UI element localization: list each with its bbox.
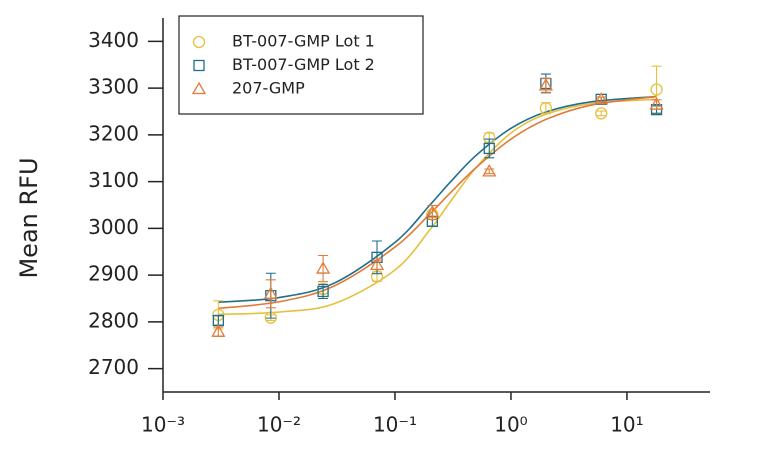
point	[594, 92, 609, 105]
point	[317, 285, 329, 298]
error-bar	[318, 254, 329, 283]
y-tick-label: 2700	[88, 355, 139, 379]
y-tick-label: 3200	[88, 121, 139, 145]
legend-label: BT-007-GMP Lot 1	[232, 32, 375, 51]
y-axis-label: Mean RFU	[15, 157, 43, 278]
legend-box	[178, 15, 424, 115]
point	[315, 261, 331, 274]
point	[425, 205, 440, 218]
x-tick-label: 10⁻¹	[373, 413, 417, 437]
y-tick-label: 3100	[88, 168, 139, 192]
point	[649, 97, 664, 110]
x-tick-label: 10⁻²	[257, 413, 301, 437]
point	[538, 78, 554, 91]
error-bar	[596, 96, 607, 103]
x-tick-label: 10⁰	[494, 413, 527, 437]
y-tick-label: 2900	[88, 262, 139, 286]
point	[483, 142, 495, 155]
point	[263, 286, 278, 299]
point	[539, 102, 553, 115]
fit-curve	[218, 98, 657, 316]
error-bar	[596, 110, 607, 117]
x-tick-label: 10⁻³	[141, 413, 185, 437]
x-tick-label: 10¹	[610, 413, 643, 437]
error-bar	[484, 138, 495, 159]
error-bar	[213, 315, 224, 326]
legend-marker	[193, 59, 205, 72]
fit-curve	[218, 95, 657, 304]
point	[369, 257, 385, 270]
point	[650, 83, 663, 96]
error-bar	[484, 168, 495, 175]
fit-curve	[218, 95, 657, 310]
y-tick-label: 3400	[88, 28, 139, 52]
legend-marker	[191, 81, 207, 95]
y-tick-label: 3300	[88, 75, 139, 99]
legend-label: BT-007-GMP Lot 2	[232, 55, 375, 74]
error-bar	[265, 279, 276, 309]
legend-marker	[192, 35, 206, 49]
point	[482, 164, 497, 177]
y-tick-label: 2800	[88, 308, 139, 332]
y-tick-label: 3000	[88, 215, 139, 239]
point	[211, 324, 226, 337]
legend-label: 207-GMP	[232, 79, 305, 98]
point	[595, 107, 608, 120]
